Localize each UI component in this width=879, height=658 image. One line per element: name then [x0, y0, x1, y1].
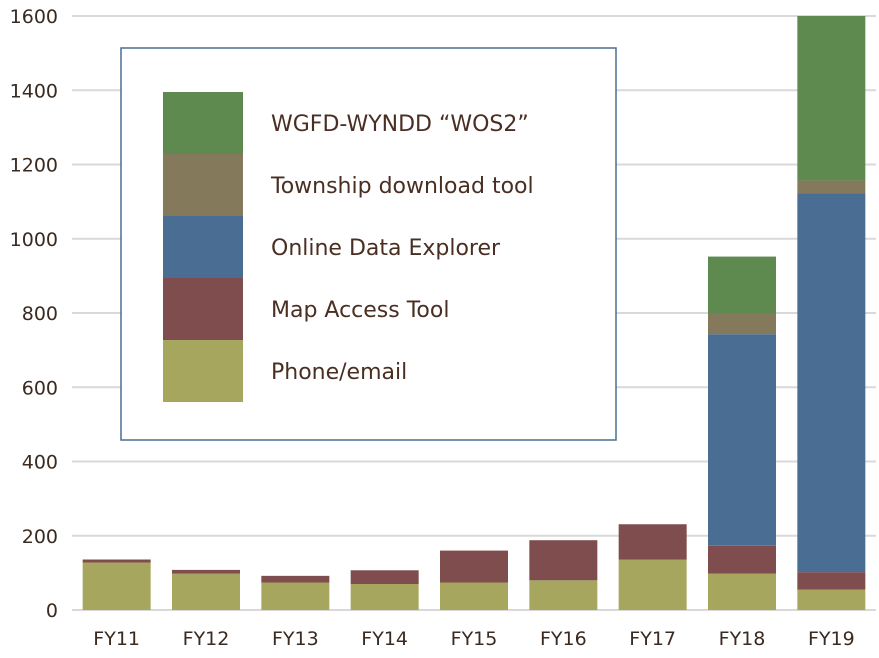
y-tick-label: 0 [46, 600, 58, 622]
bar-segment-fy11-series-0 [82, 562, 151, 610]
legend-label: Online Data Explorer [271, 236, 501, 261]
bar-segment-fy15-series-0 [440, 582, 508, 610]
y-tick-label: 1400 [10, 80, 58, 102]
y-tick-label: 1600 [10, 6, 58, 28]
bar-segment-fy17-series-1 [618, 524, 687, 560]
legend-swatch [163, 92, 243, 154]
bar-segment-fy19-series-4 [797, 16, 866, 181]
legend-label: Map Access Tool [271, 298, 449, 323]
x-tick-label: FY16 [540, 628, 587, 650]
bar-segment-fy16-series-0 [529, 580, 598, 610]
bar-segment-fy16-series-1 [529, 540, 598, 581]
bar-segment-fy18-series-3 [708, 313, 776, 335]
bar-segment-fy14-series-0 [350, 584, 419, 610]
bar-segment-fy19-series-2 [797, 193, 866, 573]
bar-segment-fy18-series-1 [708, 545, 776, 574]
bar-segment-fy11-series-1 [82, 559, 151, 563]
y-tick-label: 800 [22, 303, 58, 325]
bar-segment-fy12-series-0 [172, 573, 240, 610]
x-tick-label: FY19 [808, 628, 855, 650]
y-tick-label: 400 [22, 452, 58, 474]
x-tick-label: FY12 [183, 628, 230, 650]
x-axis: FY11 FY12 FY13 FY14 FY15 FY16 FY17 FY18 FY19 [93, 628, 854, 650]
legend-swatch [163, 340, 243, 402]
bar-segment-fy19-series-1 [797, 572, 866, 590]
legend: WGFD-WYNDD “WOS2” Township download tool O… [120, 47, 617, 441]
y-tick-label: 600 [22, 377, 58, 399]
x-tick-label: FY13 [272, 628, 319, 650]
y-axis: 0 200 400 600 800 1000 1200 1400 1600 [10, 6, 58, 622]
bar-segment-fy18-series-4 [708, 256, 776, 313]
bar-segment-fy12-series-1 [172, 569, 240, 574]
bar-segment-fy17-series-0 [618, 559, 687, 610]
legend-swatch [163, 278, 243, 340]
legend-swatch [163, 154, 243, 216]
y-tick-label: 200 [22, 526, 58, 548]
bar-segment-fy18-series-0 [708, 573, 776, 610]
bar-segment-fy19-series-3 [797, 180, 866, 194]
bar-segment-fy18-series-2 [708, 334, 776, 546]
legend-label: WGFD-WYNDD “WOS2” [271, 112, 529, 137]
legend-label: Phone/email [271, 360, 407, 385]
x-tick-label: FY14 [361, 628, 408, 650]
x-tick-label: FY17 [629, 628, 676, 650]
y-tick-label: 1200 [10, 155, 58, 177]
x-tick-label: FY11 [93, 628, 140, 650]
bar-segment-fy19-series-0 [797, 589, 866, 610]
bar-segment-fy15-series-1 [440, 550, 508, 583]
legend-label: Township download tool [270, 174, 534, 199]
bar-segment-fy14-series-1 [350, 570, 419, 585]
x-tick-label: FY15 [451, 628, 498, 650]
bar-segment-fy13-series-1 [261, 575, 330, 583]
bars [82, 16, 866, 610]
y-tick-label: 1000 [10, 229, 58, 251]
legend-swatch [163, 216, 243, 278]
x-tick-label: FY18 [719, 628, 766, 650]
bar-segment-fy13-series-0 [261, 582, 330, 610]
